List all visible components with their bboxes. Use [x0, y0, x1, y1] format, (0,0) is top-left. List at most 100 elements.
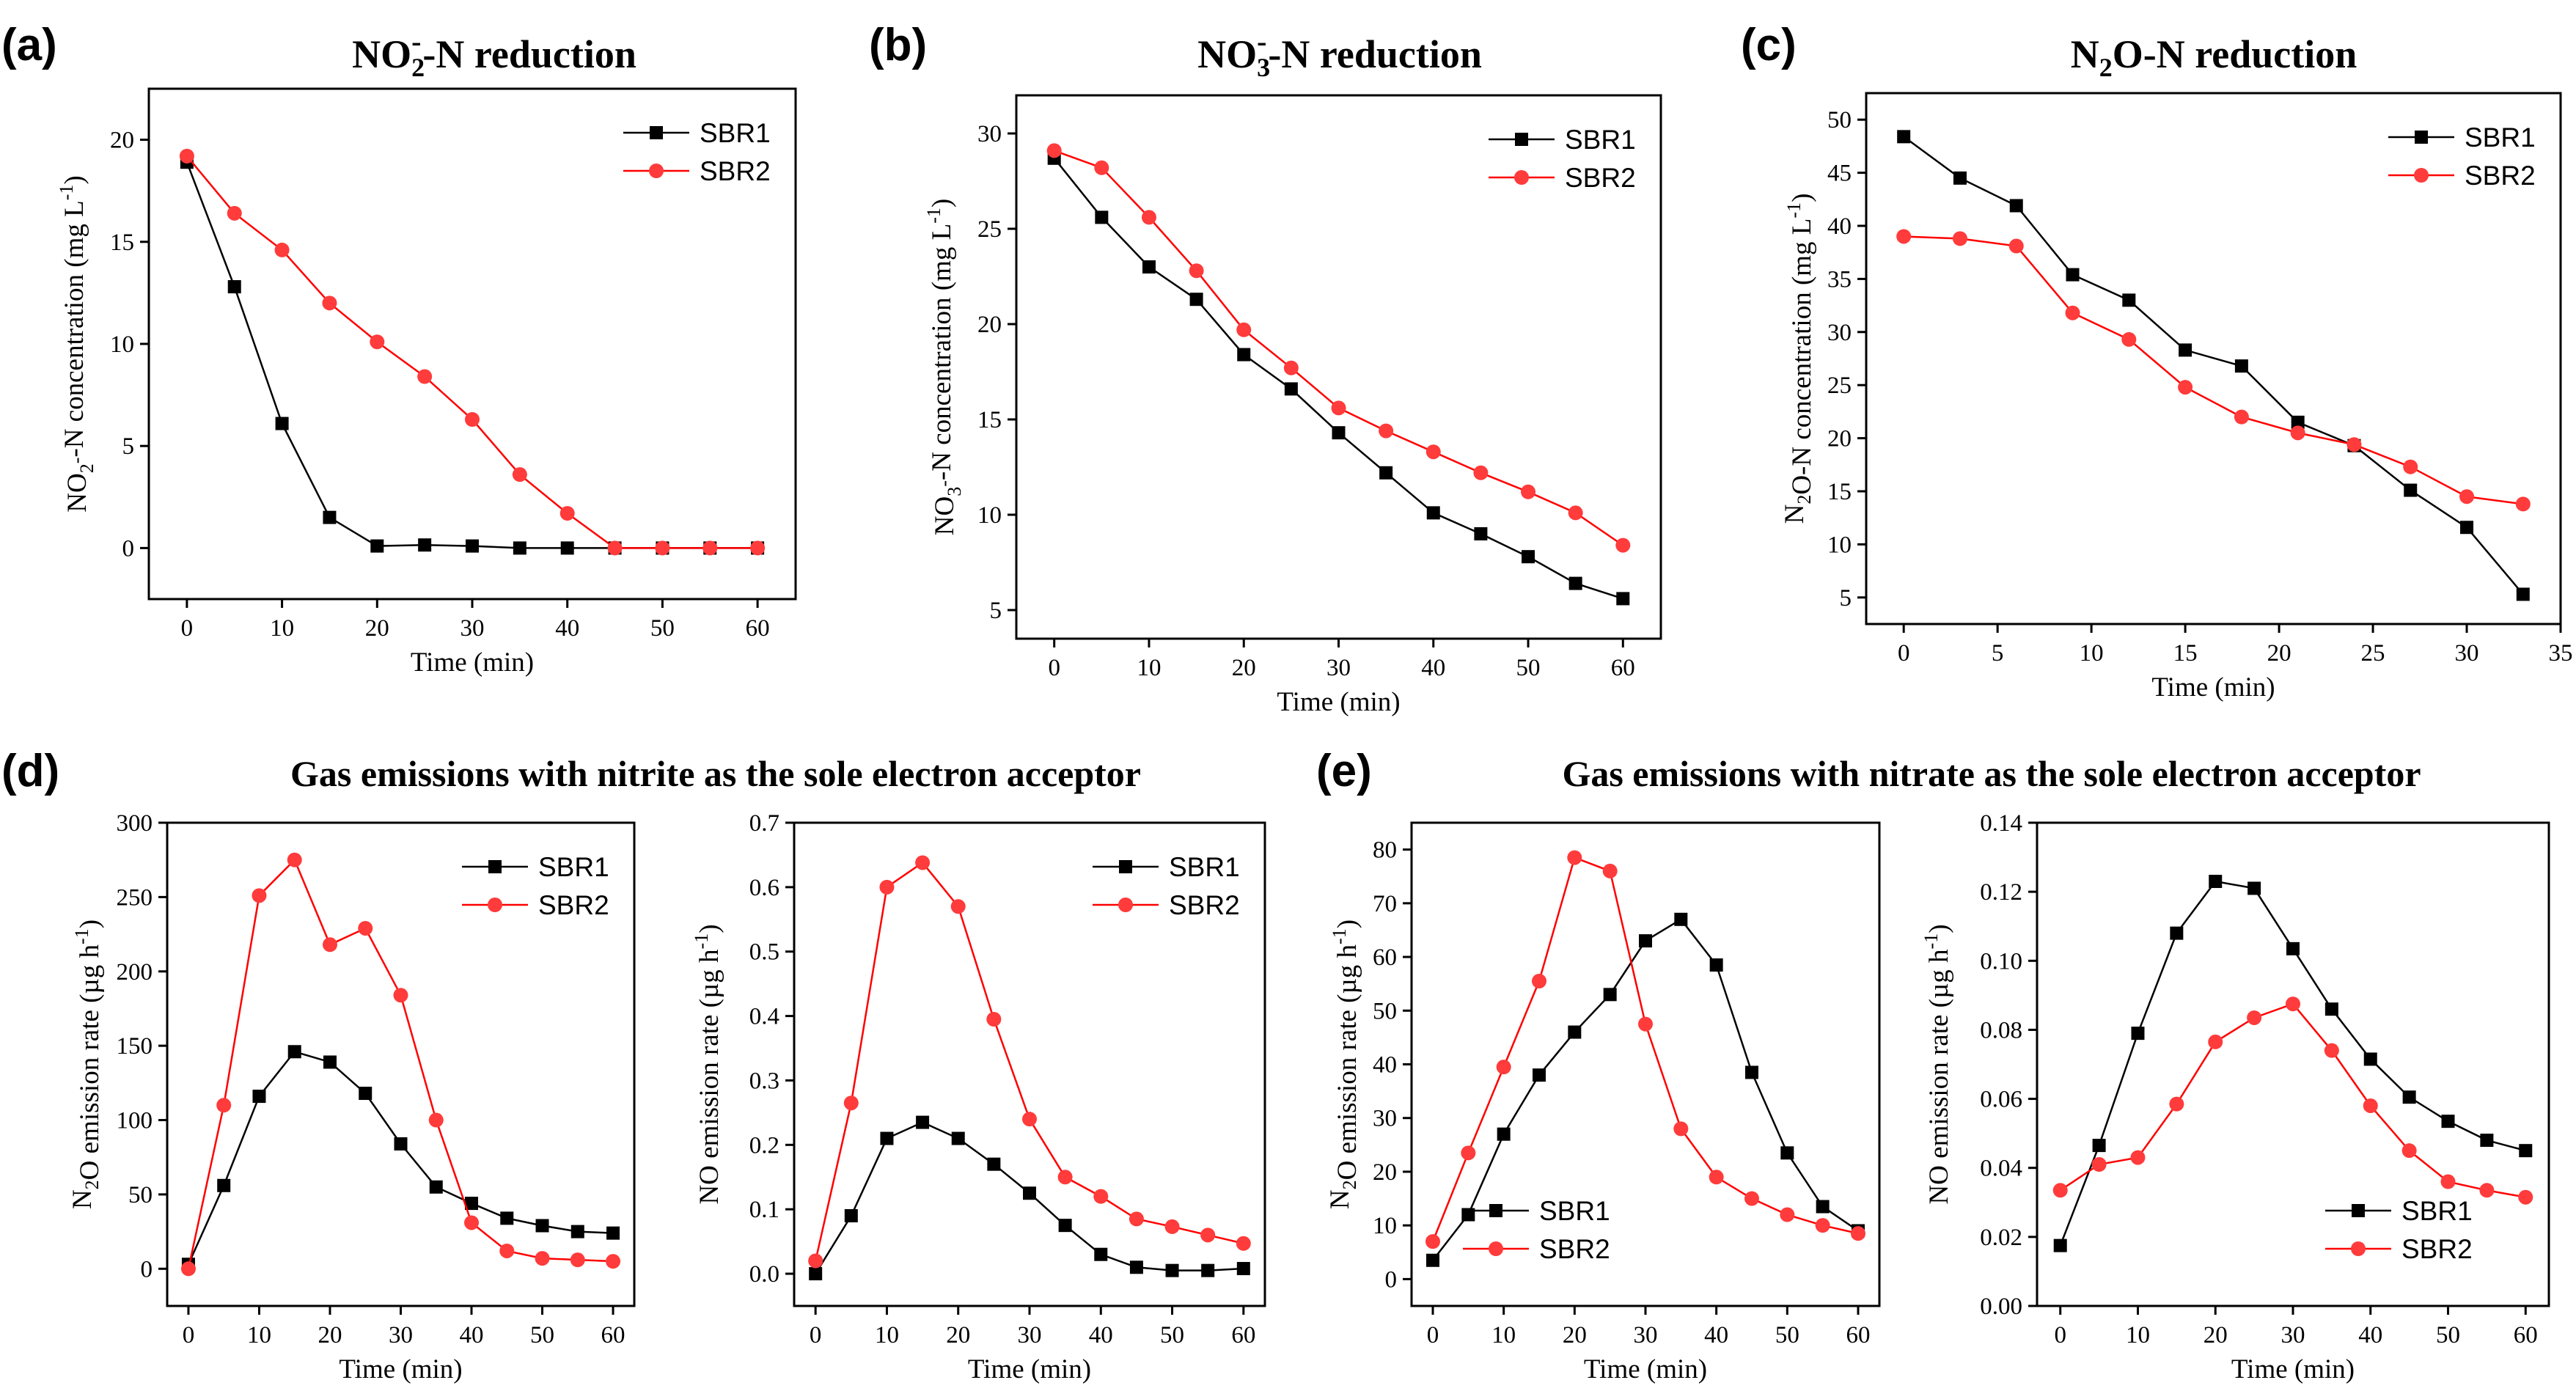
data-point-sbr2 [1709, 1170, 1724, 1185]
data-point-sbr2 [2091, 1157, 2107, 1172]
y-tick-label: 0.2 [749, 1132, 779, 1159]
x-tick-label: 10 [2126, 1322, 2150, 1348]
x-axis-label: Time (min) [411, 647, 534, 678]
data-point-sbr1 [1639, 934, 1652, 948]
data-point-sbr2 [2234, 409, 2249, 425]
legend-marker [1118, 898, 1133, 912]
y-tick-label: 15 [110, 230, 134, 256]
data-point-sbr1 [2460, 521, 2474, 535]
data-point-sbr1 [2402, 1090, 2416, 1104]
data-point-sbr1 [1816, 1200, 1830, 1214]
data-point-sbr1 [323, 510, 337, 524]
data-point-sbr2 [607, 540, 623, 556]
series-line-sbr1 [187, 1050, 614, 1265]
legend-label: SBR2 [538, 890, 609, 920]
data-point-sbr2 [180, 1261, 196, 1277]
data-point-sbr1 [1189, 293, 1203, 307]
data-point-sbr1 [2404, 483, 2418, 497]
data-point-sbr2 [606, 1254, 621, 1269]
y-tick-label: 0.10 [1980, 948, 2022, 975]
data-point-sbr2 [2008, 238, 2024, 254]
data-point-sbr1 [1745, 1065, 1758, 1079]
legend: SBR1 SBR2 [2325, 1196, 2473, 1264]
y-tick-label: 30 [977, 121, 1002, 147]
data-point-sbr1 [2234, 359, 2248, 373]
x-tick-label: 60 [746, 615, 770, 642]
data-point-sbr1 [275, 416, 289, 430]
y-tick-label: 0.04 [1980, 1156, 2022, 1182]
data-point-sbr2 [1532, 974, 1546, 989]
x-tick-label: 30 [2455, 640, 2479, 667]
data-point-sbr1 [466, 539, 479, 553]
data-point-sbr2 [1568, 505, 1583, 521]
legend-marker [1489, 1204, 1502, 1217]
x-axis-label: Time (min) [339, 1354, 462, 1384]
data-point-sbr1 [323, 1055, 337, 1069]
y-tick-label: 0.1 [749, 1197, 779, 1223]
y-tick-label: 40 [1373, 1052, 1397, 1079]
data-point-sbr2 [227, 205, 242, 221]
data-point-sbr2 [2440, 1174, 2456, 1189]
y-axis-label: N2O emission rate (µg h-1) [1325, 920, 1362, 1209]
data-point-sbr2 [1141, 210, 1156, 225]
data-point-sbr1 [1674, 912, 1688, 926]
x-tick-label: 30 [460, 615, 485, 642]
data-point-sbr1 [500, 1211, 514, 1225]
data-point-sbr2 [915, 855, 931, 870]
data-point-sbr1 [1023, 1186, 1036, 1200]
data-point-sbr1 [227, 280, 241, 294]
y-tick-label: 0 [141, 1256, 153, 1282]
data-point-sbr2 [464, 1215, 480, 1230]
data-point-sbr2 [287, 852, 302, 867]
data-point-sbr2 [1022, 1112, 1037, 1127]
x-tick-label: 40 [555, 615, 579, 642]
legend-marker [649, 164, 664, 178]
data-point-sbr1 [1568, 1025, 1582, 1039]
series-line-sbr2 [2060, 1002, 2526, 1198]
x-tick-label: 0 [181, 615, 194, 642]
data-point-sbr2 [1164, 1219, 1180, 1234]
data-point-sbr1 [1094, 1247, 1108, 1261]
data-point-sbr1 [1474, 527, 1488, 540]
data-point-sbr1 [217, 1178, 231, 1192]
series-line-sbr1 [2059, 880, 2526, 1247]
x-tick-label: 0 [2054, 1322, 2066, 1348]
series-line-sbr2 [186, 155, 758, 549]
data-point-sbr1 [394, 1137, 408, 1150]
series-line-sbr2 [1904, 235, 2523, 505]
x-tick-label: 40 [2358, 1322, 2382, 1348]
y-tick-label: 0.08 [1980, 1017, 2022, 1043]
x-tick-label: 60 [1611, 655, 1635, 681]
data-point-sbr1 [1603, 988, 1617, 1002]
data-point-sbr2 [2286, 997, 2300, 1012]
plot-frame [147, 87, 797, 601]
data-point-sbr1 [1953, 171, 1967, 185]
legend: SBR1 SBR2 [1489, 125, 1636, 193]
data-point-sbr2 [1473, 465, 1489, 480]
data-point-sbr2 [512, 467, 527, 482]
x-tick-label: 20 [1232, 655, 1256, 681]
y-tick-label: 40 [1827, 213, 1852, 240]
x-tick-label: 30 [1018, 1322, 1042, 1348]
data-point-sbr1 [1165, 1263, 1179, 1277]
chart-b: 0 10 20 30 40 50 60 5 10 15 20 25 30 Time (min) NO3--N… [869, 20, 1662, 717]
data-point-sbr1 [1142, 260, 1156, 274]
legend-label: SBR1 [700, 118, 771, 148]
x-tick-label: 60 [1231, 1322, 1255, 1348]
data-point-sbr1 [2131, 1027, 2145, 1041]
y-tick-label: 100 [117, 1108, 153, 1134]
data-point-sbr2 [808, 1253, 823, 1269]
data-point-sbr1 [1284, 382, 1298, 396]
y-axis-label: NO emission rate (µg h-1) [1920, 924, 1954, 1204]
legend-marker [1489, 1241, 1503, 1256]
data-point-sbr2 [843, 1095, 859, 1111]
plot-frame [1865, 92, 2562, 625]
y-tick-label: 0.4 [749, 1004, 779, 1030]
y-axis-label: N2O emission rate (µg h-1) [67, 920, 105, 1209]
data-point-sbr2 [1093, 1189, 1109, 1204]
x-tick-label: 10 [2080, 640, 2104, 667]
data-point-sbr1 [252, 1090, 266, 1104]
data-point-sbr1 [1426, 1253, 1439, 1267]
data-point-sbr1 [2053, 1238, 2067, 1252]
